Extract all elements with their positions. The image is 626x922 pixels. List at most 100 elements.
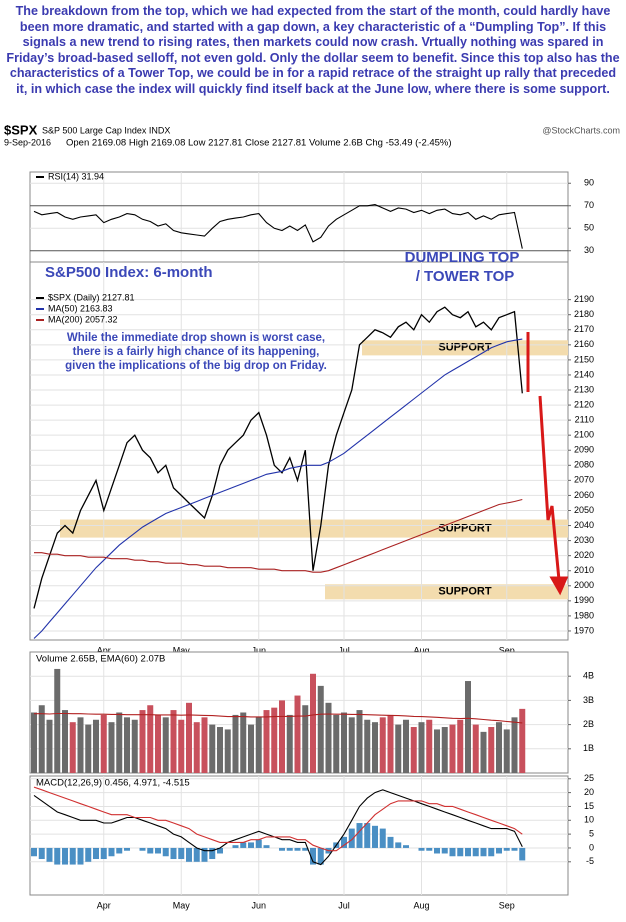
bar (403, 719, 409, 773)
y-tick-label: 30 (584, 245, 594, 255)
bar (348, 717, 355, 773)
bar (434, 847, 440, 854)
legend-label: MA(200) 2057.32 (48, 314, 118, 324)
y-tick-label: 90 (584, 178, 594, 188)
y-tick-label: 4B (583, 671, 594, 681)
y-tick-label: 2140 (574, 369, 594, 379)
panel (29, 775, 569, 896)
bar (116, 712, 123, 773)
bar (69, 847, 76, 865)
bar (255, 839, 262, 848)
y-tick-label: 2110 (575, 415, 594, 425)
bar (403, 845, 409, 848)
y-tick-label: 70 (584, 200, 594, 210)
y-tick-label: 2090 (574, 445, 594, 455)
y-tick-label: 3B (583, 695, 594, 705)
commentary: The breakdown from the top, which we had… (6, 4, 620, 96)
bar (139, 710, 146, 773)
bar (124, 717, 130, 773)
bar (147, 705, 154, 773)
bar (294, 695, 301, 773)
bar (333, 714, 340, 773)
bar (240, 842, 247, 848)
bar (279, 847, 285, 851)
series-line (33, 338, 523, 639)
y-tick-label: 2190 (574, 294, 594, 304)
x-tick-label: Jul (338, 645, 350, 655)
bar (193, 847, 200, 862)
bar (434, 729, 440, 773)
bar (155, 714, 161, 773)
x-tick-label: May (173, 900, 191, 910)
bar (341, 836, 347, 848)
bar (449, 847, 456, 857)
bar (155, 847, 161, 854)
y-tick-label: 0 (589, 842, 594, 852)
bar (317, 847, 324, 865)
legend-label: $SPX (Daily) 2127.81 (48, 292, 135, 302)
bar (147, 847, 154, 854)
bar (441, 847, 448, 854)
y-tick-label: 10 (584, 815, 594, 825)
bar (294, 847, 301, 851)
bar (465, 847, 471, 857)
bar (232, 845, 239, 848)
bar (387, 714, 394, 773)
bar (77, 847, 84, 865)
bar (496, 722, 502, 773)
y-tick-label: 2B (583, 719, 594, 729)
bar (162, 717, 169, 773)
bar (480, 731, 487, 773)
bar (209, 847, 216, 860)
y-tick-label: 2000 (574, 580, 594, 590)
bar (124, 847, 130, 851)
bar (85, 724, 92, 773)
bar (379, 717, 386, 773)
bar (240, 712, 247, 773)
bar (418, 847, 425, 851)
bar (379, 828, 386, 848)
annotation: / TOWER TOP (416, 268, 515, 285)
bar (465, 681, 471, 773)
bar (457, 847, 464, 857)
bar (139, 847, 146, 851)
y-tick-label: 1970 (574, 625, 594, 635)
bar (248, 724, 254, 773)
y-tick-label: 2050 (574, 505, 594, 515)
annotation: given the implications of the big drop o… (65, 360, 327, 372)
bar (93, 719, 99, 773)
bar (69, 722, 76, 773)
y-tick-label: 1B (583, 743, 594, 753)
symbol-name: S&P 500 Large Cap Index INDX (42, 125, 170, 135)
annotation: DUMPLING TOP (405, 249, 520, 266)
x-tick-label: Aug (413, 645, 429, 655)
bar (46, 719, 53, 773)
bar (480, 847, 487, 857)
y-tick-label: 1980 (574, 610, 594, 620)
bar (131, 719, 138, 773)
bar (217, 847, 223, 854)
annotation: While the immediate drop shown is worst … (67, 332, 325, 344)
bar (410, 727, 417, 773)
bar (395, 842, 402, 848)
bar (201, 717, 208, 773)
support-band (362, 340, 568, 356)
y-tick-label: 20 (584, 787, 594, 797)
bar (108, 722, 115, 773)
series-line (33, 786, 523, 852)
bar (108, 847, 115, 857)
support-label: SUPPORT (438, 586, 491, 598)
bar (503, 729, 510, 773)
bar (100, 847, 107, 860)
y-tick-label: 2160 (574, 339, 594, 349)
bar (395, 724, 402, 773)
chart-title: S&P500 Index: 6-month (45, 264, 213, 281)
x-tick-label: May (173, 645, 191, 655)
projection-arrow (526, 332, 569, 596)
series-line (34, 498, 523, 573)
bar (248, 842, 254, 848)
bar (356, 823, 363, 848)
y-tick-label: 2020 (574, 550, 594, 560)
